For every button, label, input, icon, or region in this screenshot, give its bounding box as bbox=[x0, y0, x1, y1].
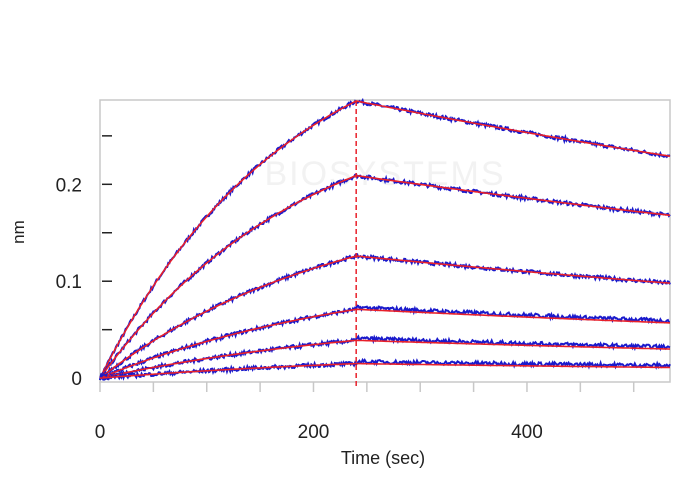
curve-5-fit-line bbox=[99, 339, 671, 379]
curve-5-raw-data bbox=[99, 334, 671, 381]
curve-6-fit-line bbox=[99, 362, 671, 379]
y-axis-label: nm bbox=[9, 220, 28, 244]
x-tick-label: 0 bbox=[95, 422, 106, 443]
x-axis-label: Time (sec) bbox=[341, 448, 425, 468]
curve-4-fit-line bbox=[99, 308, 671, 379]
x-tick-label: 200 bbox=[298, 422, 330, 443]
y-tick-label: 0 bbox=[71, 369, 82, 390]
curve-1-fit-line bbox=[99, 100, 671, 379]
y-tick-label: 0.2 bbox=[56, 175, 82, 196]
curve-6-raw-data bbox=[99, 357, 671, 381]
curve-2-fit-line bbox=[99, 174, 671, 379]
plot-frame bbox=[99, 99, 671, 383]
curve-4-raw-data bbox=[99, 304, 670, 380]
x-tick-label: 400 bbox=[511, 422, 543, 443]
y-tick-label: 0.1 bbox=[56, 272, 82, 293]
curve-3-fit-line bbox=[99, 255, 671, 379]
watermark: BIOSYSTEMS bbox=[264, 155, 505, 193]
